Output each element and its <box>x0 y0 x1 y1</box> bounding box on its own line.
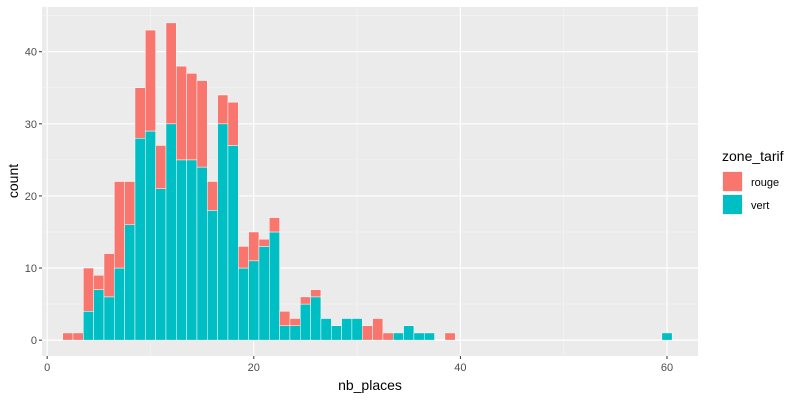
x-axis-title: nb_places <box>338 377 402 393</box>
bar-vert <box>331 325 342 341</box>
bar-vert <box>269 231 280 341</box>
legend-key-vert <box>723 195 742 214</box>
bar-vert <box>207 210 218 341</box>
bar-rouge <box>155 145 167 189</box>
bar-rouge <box>196 80 208 168</box>
x-tick-label: 40 <box>454 362 466 374</box>
bar-vert <box>186 159 198 341</box>
bar-vert <box>310 296 322 341</box>
bar-vert <box>83 311 94 341</box>
bar-rouge <box>382 332 394 341</box>
bar-vert <box>124 224 136 341</box>
bar-rouge <box>279 311 291 326</box>
bar-vert <box>423 332 435 341</box>
bar-vert <box>227 145 239 341</box>
bar-vert <box>279 325 291 341</box>
bar-vert <box>351 318 363 341</box>
bar-rouge <box>176 65 187 161</box>
x-axis-ticks: 0 20 40 60 <box>44 356 673 374</box>
y-tick-label: 10 <box>25 263 37 275</box>
bar-rouge <box>134 87 146 139</box>
bar-rouge <box>72 332 84 341</box>
bar-vert <box>165 123 177 341</box>
legend-key-rouge <box>723 172 742 191</box>
x-tick-label: 20 <box>248 362 260 374</box>
bar-vert <box>155 188 167 341</box>
legend-title: zone_tarif <box>722 148 784 164</box>
bar-rouge <box>217 94 229 125</box>
x-tick-label: 60 <box>661 362 673 374</box>
bar-rouge <box>83 267 94 312</box>
bar-vert <box>176 159 187 341</box>
bar-vert <box>661 332 673 341</box>
legend-label-vert: vert <box>751 200 769 212</box>
bar-vert <box>248 260 260 341</box>
bar-rouge <box>362 325 373 341</box>
bar-vert <box>145 130 156 341</box>
bar-vert <box>392 332 404 341</box>
bar-rouge <box>103 253 115 298</box>
y-tick-label: 0 <box>31 335 37 347</box>
bar-rouge <box>310 289 322 298</box>
legend: zone_tarif rouge vert <box>722 148 784 215</box>
bar-rouge <box>114 181 125 269</box>
bar-rouge <box>238 246 249 269</box>
bar-vert <box>289 325 301 341</box>
bar-rouge <box>300 296 311 305</box>
bar-rouge <box>372 318 384 341</box>
bar-rouge <box>93 274 105 290</box>
bar-rouge <box>145 29 156 132</box>
y-axis-title: count <box>5 164 21 198</box>
bar-vert <box>217 123 229 341</box>
bar-vert <box>300 303 311 341</box>
bars <box>62 22 673 341</box>
bar-vert <box>134 137 146 341</box>
y-tick-label: 30 <box>25 119 37 131</box>
bar-vert <box>258 246 270 341</box>
y-tick-label: 20 <box>25 191 37 203</box>
bar-rouge <box>444 332 456 341</box>
bar-vert <box>103 296 115 341</box>
bar-vert <box>93 289 105 341</box>
bar-rouge <box>124 181 136 226</box>
legend-label-rouge: rouge <box>751 177 779 189</box>
x-tick-label: 0 <box>44 362 50 374</box>
bar-rouge <box>207 181 218 211</box>
bar-vert <box>413 332 425 341</box>
bar-rouge <box>269 217 280 233</box>
bar-vert <box>341 318 353 341</box>
bar-vert <box>196 166 208 341</box>
y-axis-ticks: 0 10 20 30 40 <box>25 47 42 347</box>
bar-vert <box>238 267 249 341</box>
bar-rouge <box>186 73 198 161</box>
bar-rouge <box>289 318 301 326</box>
bar-vert <box>320 318 332 341</box>
bar-rouge <box>165 22 177 125</box>
bar-rouge <box>62 332 74 341</box>
bar-rouge <box>258 238 270 247</box>
bar-vert <box>403 325 415 341</box>
bar-rouge <box>227 101 239 146</box>
y-tick-label: 40 <box>25 47 37 59</box>
bar-vert <box>114 267 125 341</box>
bar-rouge <box>248 231 260 262</box>
